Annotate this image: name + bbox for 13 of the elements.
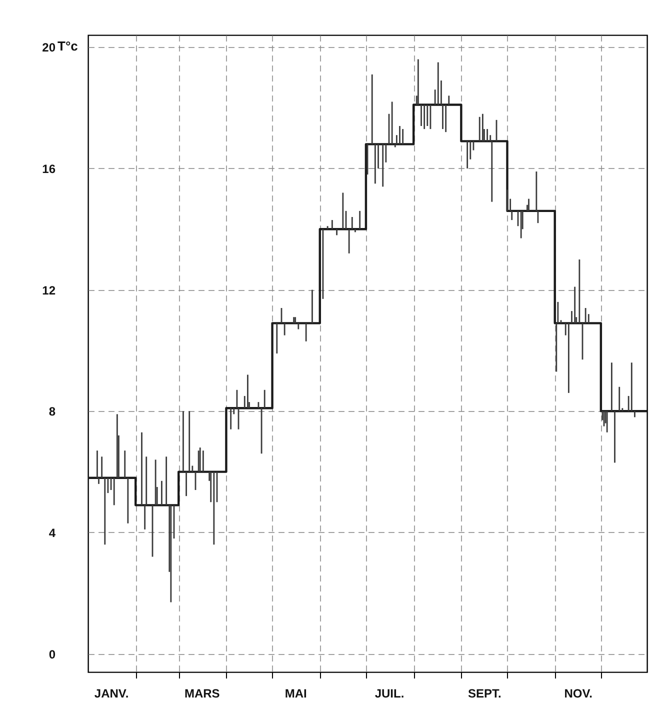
y-tick-label: 16 xyxy=(42,162,56,176)
x-tick-label: SEPT. xyxy=(468,686,502,700)
y-tick-label: 8 xyxy=(48,404,56,419)
x-tick-label: JUIL. xyxy=(374,686,404,700)
y-tick-label: 0 xyxy=(48,647,56,662)
x-tick-label: JANV. xyxy=(94,686,129,700)
x-tick-label: MARS xyxy=(184,686,220,700)
y-tick-label: 4 xyxy=(48,526,56,540)
x-tick-label: MAI xyxy=(284,686,307,700)
y-axis-title: T°c xyxy=(58,38,78,54)
y-tick-label: 12 xyxy=(42,283,56,298)
y-tick-label: 20 xyxy=(42,40,56,55)
x-tick-label: NOV. xyxy=(564,686,593,700)
